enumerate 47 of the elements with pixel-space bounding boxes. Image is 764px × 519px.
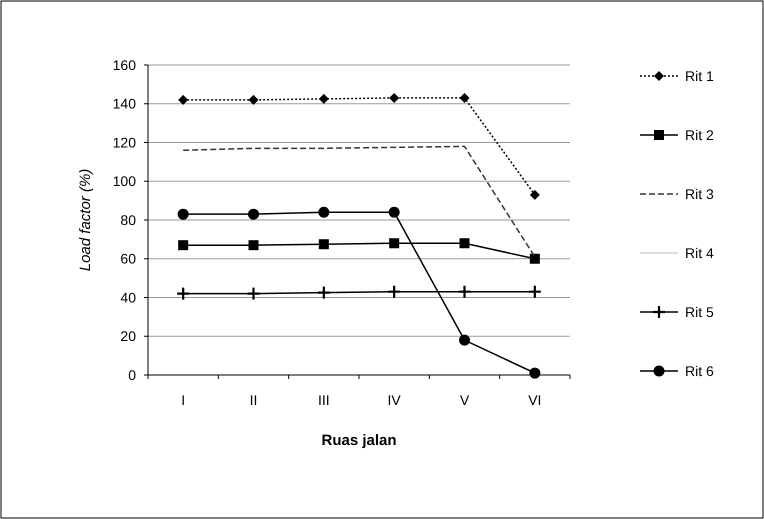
point bbox=[529, 368, 540, 379]
y-tick-label: 40 bbox=[120, 289, 136, 306]
y-tick-label: 140 bbox=[112, 96, 136, 112]
point bbox=[246, 286, 261, 301]
y-axis-title: Load factor (%) bbox=[77, 168, 94, 272]
x-tick-label: III bbox=[318, 392, 330, 408]
point bbox=[457, 284, 472, 299]
y-tick-label: 80 bbox=[120, 212, 136, 228]
point bbox=[528, 284, 542, 299]
point bbox=[389, 92, 400, 103]
x-axis-title: Ruas jalan bbox=[321, 432, 397, 449]
point bbox=[387, 284, 402, 299]
point bbox=[178, 94, 188, 105]
point bbox=[248, 240, 258, 250]
legend-label: Rit 1 bbox=[685, 68, 714, 84]
point bbox=[459, 334, 470, 346]
point bbox=[530, 190, 540, 200]
point bbox=[318, 239, 329, 250]
point bbox=[176, 286, 190, 301]
point bbox=[178, 208, 189, 220]
x-tick-label: VI bbox=[528, 392, 542, 408]
y-tick-label: 160 bbox=[112, 56, 136, 73]
point bbox=[248, 208, 259, 220]
y-tick-label: 60 bbox=[120, 250, 136, 267]
point bbox=[530, 254, 540, 264]
legend-label: Rit 3 bbox=[685, 186, 714, 202]
legend-label: Rit 2 bbox=[685, 126, 714, 143]
point bbox=[318, 94, 329, 104]
y-tick-label: 100 bbox=[112, 173, 136, 190]
point bbox=[248, 94, 258, 105]
point bbox=[460, 238, 470, 248]
x-tick-label: II bbox=[250, 392, 258, 408]
x-tick-label: IV bbox=[388, 392, 402, 408]
x-tick-label: I bbox=[181, 392, 186, 408]
point bbox=[389, 238, 400, 248]
point bbox=[388, 206, 400, 218]
y-tick-label: 20 bbox=[120, 328, 136, 344]
point bbox=[318, 206, 330, 218]
x-tick-label: V bbox=[460, 392, 470, 408]
point bbox=[460, 92, 470, 103]
legend-label: Rit 6 bbox=[685, 362, 714, 379]
y-tick-label: 120 bbox=[112, 134, 136, 150]
legend-label: Rit 5 bbox=[685, 304, 714, 320]
y-tick-label: 0 bbox=[128, 366, 136, 383]
point bbox=[316, 286, 331, 300]
point bbox=[178, 240, 188, 250]
legend-label: Rit 4 bbox=[685, 244, 714, 261]
